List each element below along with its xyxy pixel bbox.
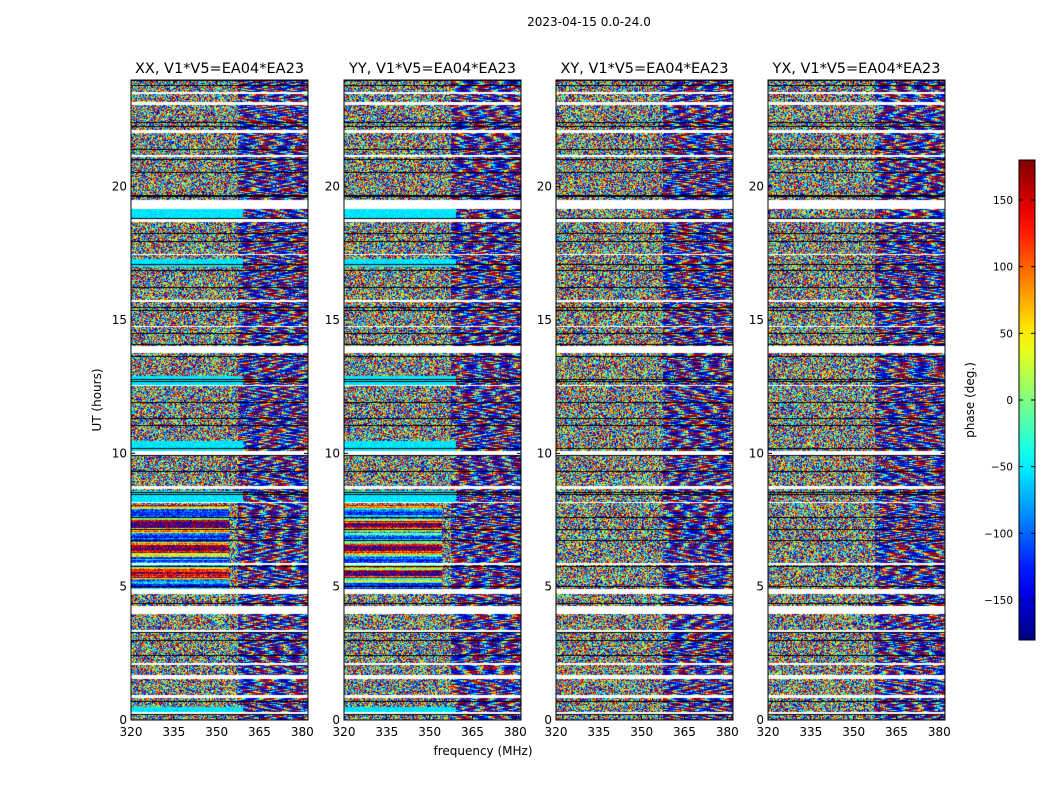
y-tick-label: 5 — [119, 580, 127, 594]
y-tick-label: 5 — [544, 580, 552, 594]
x-tick-label: 380 — [291, 725, 314, 739]
colorbar-tick-label: −150 — [984, 595, 1013, 607]
x-tick-label: 350 — [630, 725, 653, 739]
panel-title: YX, V1*V5=EA04*EA23 — [771, 61, 940, 77]
panel-title: YY, V1*V5=EA04*EA23 — [348, 61, 516, 77]
y-tick-label: 0 — [756, 713, 764, 727]
y-tick-label: 0 — [332, 713, 340, 727]
panels: XX, V1*V5=EA04*EA23 320 335 350 365 380 0 5 10 15… — [112, 61, 951, 739]
y-axis-label: UT (hours) — [90, 368, 104, 431]
colorbar-tick-label: 0 — [1006, 395, 1013, 407]
x-tick-label: 380 — [928, 725, 951, 739]
figure-suptitle: 2023-04-15 0.0-24.0 — [527, 15, 651, 29]
x-tick-label: 365 — [673, 725, 696, 739]
panel-frame — [343, 79, 522, 721]
colorbar-tick-label: 150 — [993, 195, 1013, 207]
x-tick-label: 365 — [461, 725, 484, 739]
panel-frame — [767, 79, 946, 721]
colorbar-tick-label: 50 — [1000, 328, 1013, 340]
y-tick-label: 10 — [537, 446, 552, 460]
heatmap-image — [344, 80, 521, 720]
colorbar-tick-label: −100 — [984, 528, 1013, 540]
y-tick-label: 15 — [112, 313, 127, 327]
y-tick-label: 15 — [537, 313, 552, 327]
panel-1: XX, V1*V5=EA04*EA23 320 335 350 365 380 0 5 10 15… — [112, 61, 314, 739]
y-tick-label: 0 — [119, 713, 127, 727]
colorbar: −150 −100 −50 0 50 100 150 — [984, 159, 1036, 641]
x-tick-label: 365 — [248, 725, 271, 739]
y-tick-label: 20 — [537, 180, 552, 194]
x-tick-label: 380 — [504, 725, 527, 739]
x-tick-label: 350 — [418, 725, 441, 739]
x-tick-label: 335 — [799, 725, 822, 739]
y-tick-label: 15 — [749, 313, 764, 327]
panel-4: YX, V1*V5=EA04*EA23 320 335 350 365 380 0 5 10 15… — [749, 61, 951, 739]
y-tick-label: 5 — [756, 580, 764, 594]
y-tick-label: 15 — [325, 313, 340, 327]
y-tick-label: 0 — [544, 713, 552, 727]
heatmap-image — [131, 80, 308, 720]
y-tick-label: 10 — [749, 446, 764, 460]
x-tick-label: 365 — [885, 725, 908, 739]
x-tick-label: 380 — [716, 725, 739, 739]
y-tick-label: 20 — [749, 180, 764, 194]
x-tick-label: 335 — [587, 725, 610, 739]
x-tick-label: 350 — [842, 725, 865, 739]
y-tick-label: 10 — [112, 446, 127, 460]
y-tick-label: 20 — [112, 180, 127, 194]
colorbar-tick-label: 100 — [993, 262, 1013, 274]
y-tick-label: 5 — [332, 580, 340, 594]
x-tick-label: 320 — [333, 725, 356, 739]
panel-title: XY, V1*V5=EA04*EA23 — [560, 61, 728, 77]
x-tick-label: 320 — [757, 725, 780, 739]
x-tick-label: 335 — [162, 725, 185, 739]
y-tick-label: 20 — [325, 180, 340, 194]
x-tick-label: 335 — [375, 725, 398, 739]
colorbar-tick-label: −50 — [991, 462, 1013, 474]
panel-2: YY, V1*V5=EA04*EA23 320 335 350 365 380 0 5 10 15… — [325, 61, 527, 739]
panel-3: XY, V1*V5=EA04*EA23 320 335 350 365 380 0 5 10 15… — [537, 61, 739, 739]
colorbar-label: phase (deg.) — [963, 362, 977, 438]
heatmap-image — [768, 80, 945, 720]
panel-title: XX, V1*V5=EA04*EA23 — [135, 61, 304, 77]
heatmap-image — [556, 80, 733, 720]
x-axis-label: frequency (MHz) — [433, 744, 532, 758]
y-tick-label: 10 — [325, 446, 340, 460]
x-tick-label: 350 — [205, 725, 228, 739]
x-tick-label: 320 — [545, 725, 568, 739]
panel-frame — [555, 79, 734, 721]
panel-frame — [130, 79, 309, 721]
x-tick-label: 320 — [120, 725, 143, 739]
